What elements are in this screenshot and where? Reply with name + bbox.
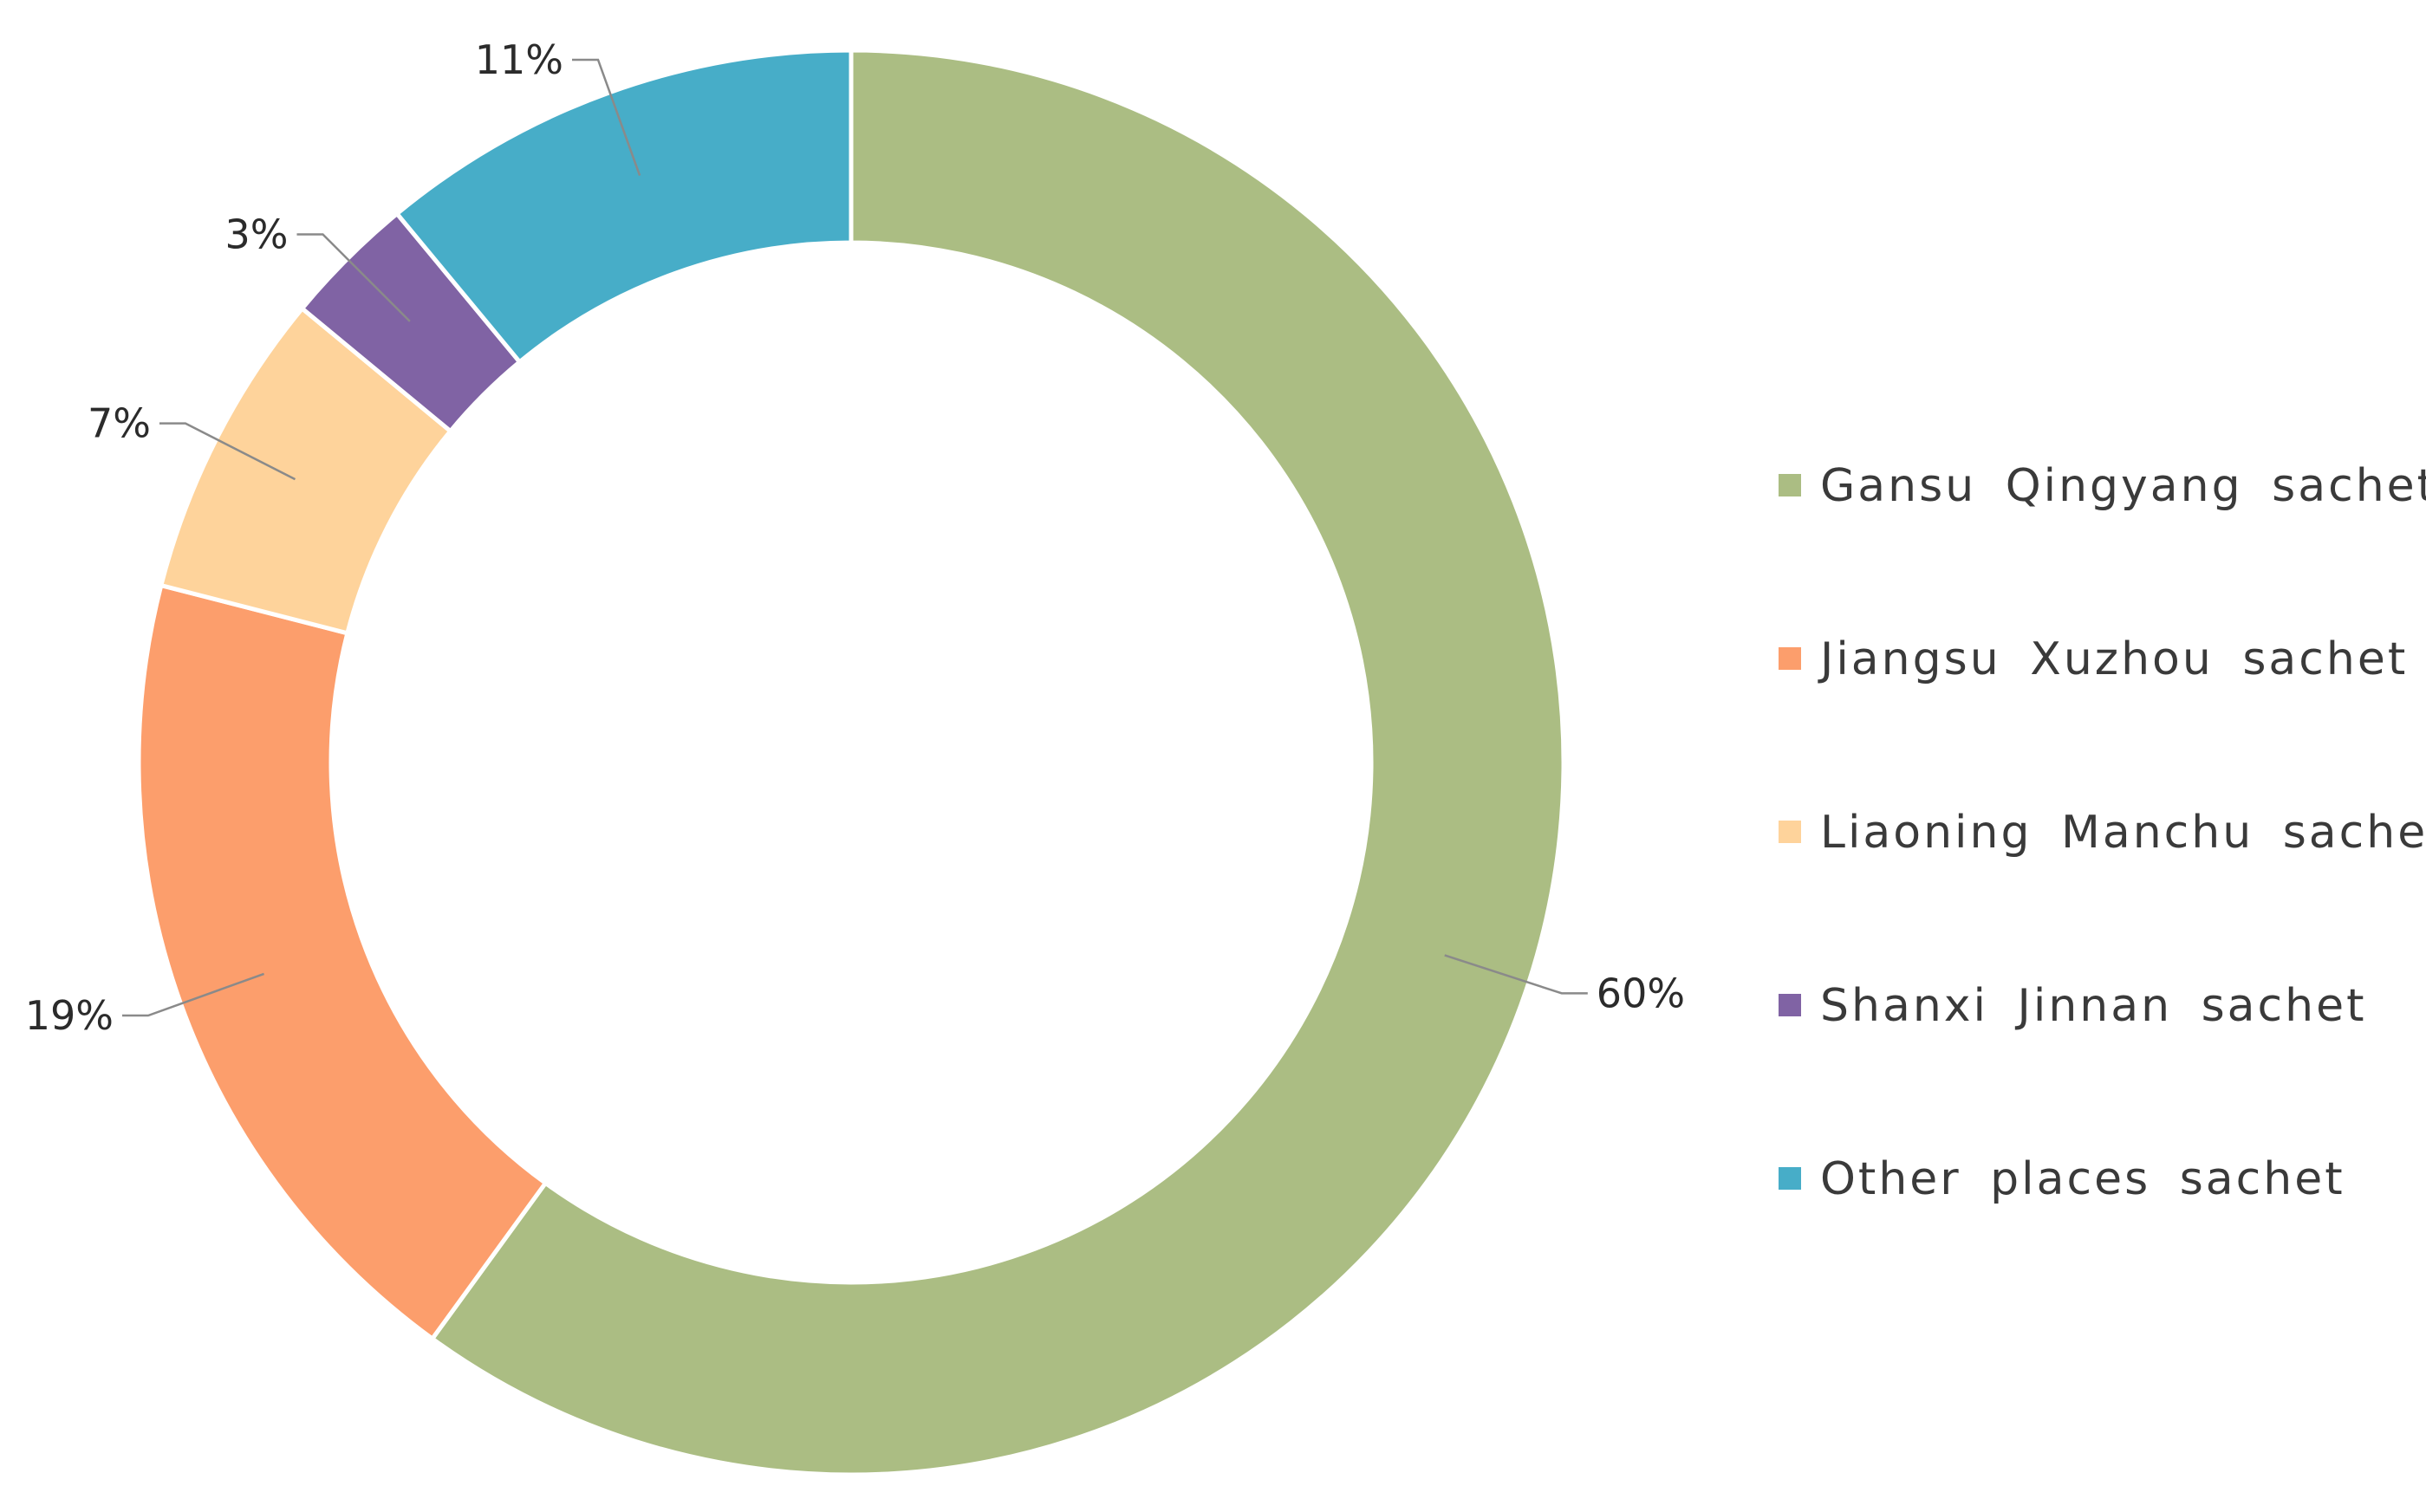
leader-line-shanxi-jinnan-sachet	[296, 233, 411, 322]
leader-line-gansu-qingyang-sachet	[1444, 954, 1588, 995]
legend-label-gansu-qingyang-sachet: Gansu Qingyang sachet	[1820, 460, 2426, 512]
leader-lines-group	[121, 58, 1588, 1017]
legend-item-liaoning-manchu-sachet: Liaoning Manchu sachet	[1779, 807, 2426, 859]
data-label-jiangsu-xuzhou-sachet: 19%	[25, 992, 114, 1039]
legend: Gansu Qingyang sachet Jiangsu Xuzhou sach…	[1779, 460, 2426, 1205]
slices-group	[136, 48, 1566, 1477]
legend-swatch-gansu-qingyang-sachet	[1779, 474, 1801, 496]
slice-gansu-qingyang-sachet	[429, 48, 1566, 1477]
legend-label-shanxi-jinnan-sachet: Shanxi Jinnan sachet	[1820, 980, 2366, 1032]
legend-label-other-places-sachet: Other places sachet	[1820, 1153, 2345, 1205]
slice-other-places-sachet	[393, 48, 854, 366]
data-label-liaoning-manchu-sachet: 7%	[88, 400, 151, 447]
leader-line-jiangsu-xuzhou-sachet	[121, 972, 264, 1017]
legend-swatch-liaoning-manchu-sachet	[1779, 821, 1801, 843]
leader-line-other-places-sachet	[572, 58, 641, 176]
leader-line-liaoning-manchu-sachet	[159, 422, 296, 481]
legend-swatch-other-places-sachet	[1779, 1167, 1801, 1190]
data-label-other-places-sachet: 11%	[475, 36, 563, 83]
legend-item-jiangsu-xuzhou-sachet: Jiangsu Xuzhou sachet	[1779, 633, 2408, 685]
data-label-shanxi-jinnan-sachet: 3%	[224, 211, 288, 257]
legend-swatch-jiangsu-xuzhou-sachet	[1779, 647, 1801, 670]
data-label-gansu-qingyang-sachet: 60%	[1597, 970, 1685, 1016]
legend-item-gansu-qingyang-sachet: Gansu Qingyang sachet	[1779, 460, 2426, 512]
percent-labels-group: 60% 19% 7% 3% 11%	[25, 36, 1685, 1039]
legend-label-liaoning-manchu-sachet: Liaoning Manchu sachet	[1820, 807, 2426, 859]
legend-label-jiangsu-xuzhou-sachet: Jiangsu Xuzhou sachet	[1818, 633, 2408, 685]
slice-jiangsu-xuzhou-sachet	[136, 582, 549, 1342]
legend-item-shanxi-jinnan-sachet: Shanxi Jinnan sachet	[1779, 980, 2366, 1032]
legend-item-other-places-sachet: Other places sachet	[1779, 1153, 2345, 1205]
legend-swatch-shanxi-jinnan-sachet	[1779, 994, 1801, 1016]
